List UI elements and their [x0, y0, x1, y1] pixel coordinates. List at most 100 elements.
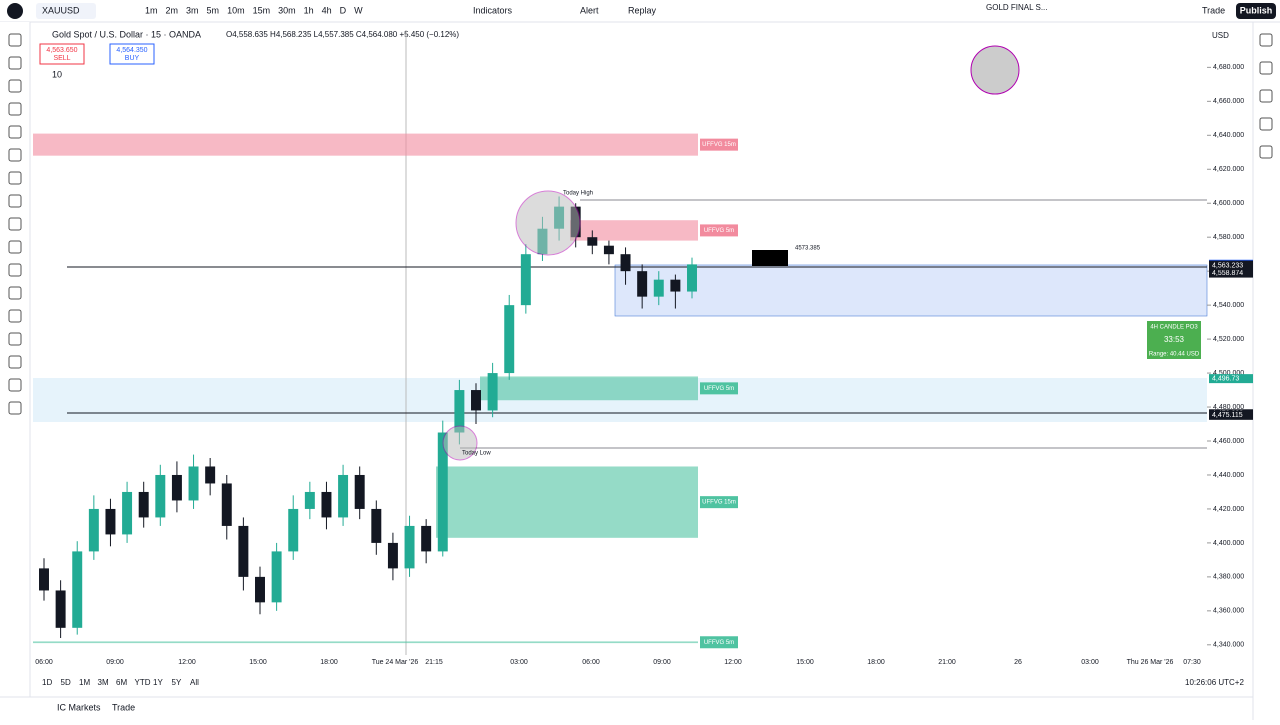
fvg-zone [570, 220, 698, 241]
y-tick-label: 4,480.000 [1213, 404, 1244, 411]
side-icon[interactable] [1259, 117, 1273, 131]
buy-price[interactable]: 4,564.350 [116, 47, 147, 54]
x-tick-label: 15:00 [796, 659, 814, 666]
zone-tag [700, 382, 738, 395]
tool-icon[interactable] [8, 401, 22, 415]
tool-icon[interactable] [8, 309, 22, 323]
broker[interactable]: IC Markets [57, 702, 101, 712]
timeframe-button[interactable]: W [354, 5, 363, 15]
fvg-zone [33, 133, 698, 156]
range-button[interactable]: 1M [79, 678, 90, 687]
publish-button[interactable]: Publish [1240, 5, 1273, 15]
candle-body [520, 254, 531, 306]
level-box [752, 250, 788, 266]
candle-body [454, 390, 465, 433]
tool-icon[interactable] [8, 263, 22, 277]
timeframe-button[interactable]: 4h [322, 5, 332, 15]
range-button[interactable]: 5D [61, 678, 71, 687]
tool-icon[interactable] [8, 79, 22, 93]
tool-icon[interactable] [8, 33, 22, 47]
timeframe-button[interactable]: 3m [186, 5, 199, 15]
range-button[interactable]: 6M [116, 678, 127, 687]
price-tag [1209, 268, 1253, 278]
po3-timer: 33:53 [1164, 335, 1185, 344]
x-tick-label: 07:30 [1183, 659, 1201, 666]
candle-body [387, 542, 398, 569]
sell-price[interactable]: 4,563.650 [46, 47, 77, 54]
x-tick-label: 06:00 [35, 659, 53, 666]
timeframe-button[interactable]: 15m [253, 5, 271, 15]
price-tag [1209, 410, 1253, 420]
side-icon[interactable] [1259, 61, 1273, 75]
alert-button[interactable]: Alert [580, 5, 599, 15]
replay-button[interactable]: Replay [628, 5, 657, 15]
range-button[interactable]: 3M [98, 678, 109, 687]
x-tick-label: 15:00 [249, 659, 267, 666]
y-tick-label: 4,340.000 [1213, 642, 1244, 649]
buy-label[interactable]: BUY [125, 55, 140, 62]
candle-body [471, 390, 481, 411]
sell-box[interactable] [39, 43, 85, 65]
x-tick-label: 18:00 [867, 659, 885, 666]
sell-label[interactable]: SELL [53, 55, 70, 62]
zone-tag [700, 224, 738, 237]
candle-body [620, 254, 631, 272]
candle-body [670, 279, 681, 292]
candle-body [653, 279, 664, 297]
side-icon[interactable] [1259, 33, 1273, 47]
x-tick-label: Tue 24 Mar '26 [372, 659, 419, 666]
timeframe-button[interactable]: 10m [227, 5, 245, 15]
candle-body [171, 474, 182, 501]
x-tick-label: Thu 26 Mar '26 [1127, 659, 1174, 666]
tool-icon[interactable] [8, 148, 22, 162]
y-tick-label: 4,500.000 [1213, 370, 1244, 377]
logo[interactable] [7, 3, 23, 19]
range-button[interactable]: YTD [135, 678, 151, 687]
range-button[interactable]: 1D [42, 678, 52, 687]
tool-icon[interactable] [8, 355, 22, 369]
tool-icon[interactable] [8, 240, 22, 254]
tool-icon[interactable] [8, 102, 22, 116]
timeframe-button[interactable]: 2m [166, 5, 179, 15]
y-tick-label: 4,680.000 [1213, 64, 1244, 71]
tool-icon[interactable] [8, 171, 22, 185]
tool-icon[interactable] [8, 56, 22, 70]
trade-tab[interactable]: Trade [112, 702, 135, 712]
top-bar [0, 0, 1280, 22]
timeframe-button[interactable]: 30m [278, 5, 296, 15]
timeframe-button[interactable]: 1h [304, 5, 314, 15]
tool-icon[interactable] [8, 217, 22, 231]
candle-body [188, 466, 199, 501]
x-tick-label: 12:00 [724, 659, 742, 666]
range-button[interactable]: 5Y [172, 678, 182, 687]
candle-body [155, 474, 166, 518]
y-tick-label: 4,420.000 [1213, 506, 1244, 513]
symbol[interactable]: XAUUSD [42, 5, 80, 15]
candle-body [105, 508, 116, 535]
buy-box[interactable] [109, 43, 155, 65]
fvg-zone [33, 641, 698, 644]
tool-icon[interactable] [8, 194, 22, 208]
tool-icon[interactable] [8, 332, 22, 346]
trade-button[interactable]: Trade [1202, 5, 1225, 15]
symbol-box[interactable] [36, 3, 96, 19]
x-tick-label: 03:00 [1081, 659, 1099, 666]
tool-icon[interactable] [8, 286, 22, 300]
tool-icon[interactable] [8, 378, 22, 392]
timeframe-button[interactable]: 5m [207, 5, 220, 15]
tool-icon[interactable] [8, 125, 22, 139]
side-icon[interactable] [1259, 145, 1273, 159]
indicator-count[interactable]: 10 [52, 69, 62, 79]
publish-box[interactable] [1236, 3, 1276, 19]
price-tag [1209, 374, 1253, 384]
range-button[interactable]: All [190, 678, 199, 687]
x-tick-label: 12:00 [178, 659, 196, 666]
timeframe-button[interactable]: 1m [145, 5, 158, 15]
candle-body [288, 508, 299, 552]
indicators-button[interactable]: Indicators [473, 5, 513, 15]
range-button[interactable]: 1Y [153, 678, 163, 687]
today-low: Today Low [462, 451, 491, 457]
timeframe-button[interactable]: D [340, 5, 347, 15]
layout-name[interactable]: GOLD FINAL S... [986, 3, 1048, 12]
side-icon[interactable] [1259, 89, 1273, 103]
